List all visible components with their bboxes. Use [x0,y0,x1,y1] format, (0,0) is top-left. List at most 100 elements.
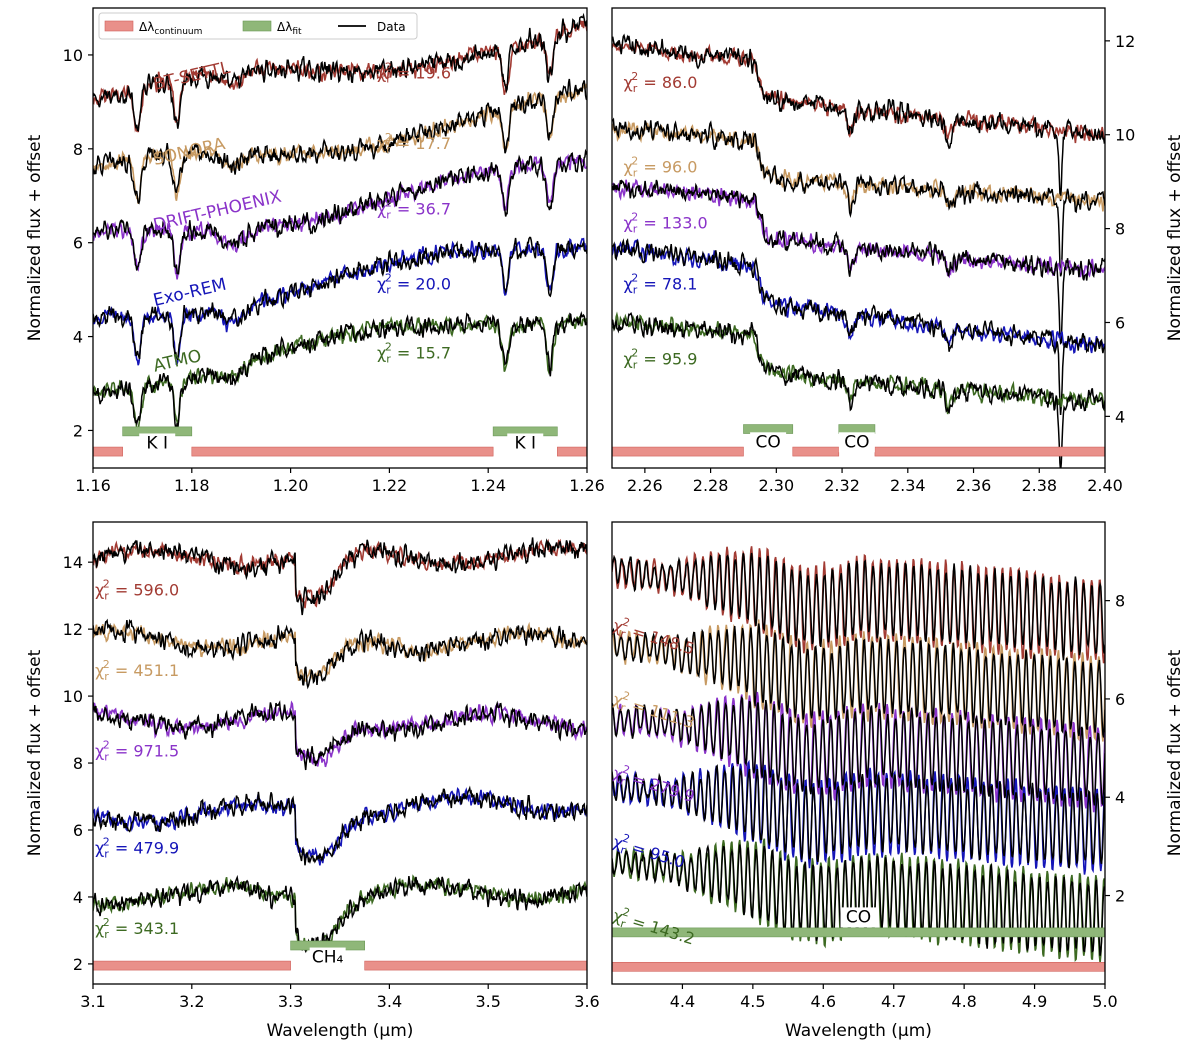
feature-label: CH₄ [312,948,344,968]
feature-label: K I [146,433,168,453]
x-tick-label: 3.2 [179,992,204,1011]
series-line-sonora-data [93,618,587,690]
feature-label: CO [846,907,871,927]
y-tick-label: 4 [1115,788,1125,807]
x-axis-label: Wavelength (µm) [785,1021,932,1041]
feature-label: CO [844,432,869,452]
chi2-label-drift-phoenix: χr2 = 133.0 [624,211,708,236]
chi2-label-exo-rem: χr2 = 20.0 [377,272,451,297]
y-tick-label: 12 [1115,32,1135,51]
model-label-sonora: SONORA [151,134,227,170]
x-tick-label: 2.34 [890,476,926,495]
x-tick-label: 3.4 [377,992,402,1011]
panel-bottom-left: CH₄ χr2 = 596.0 χr2 = 451.1 χr2 = 971.5 χr2 … [25,521,600,1041]
feature-label-bg [750,432,787,453]
y-tick-label: 4 [73,888,83,907]
y-axis-label: Normalized flux + offset [1165,649,1185,856]
fit-range-bar [612,927,1105,938]
x-tick-label: 4.5 [740,992,765,1011]
y-axis-label: Normalized flux + offset [25,134,45,341]
x-axis-label: Wavelength (µm) [267,1021,414,1041]
plot-area [612,546,1105,972]
x-tick-label: 4.4 [670,992,695,1011]
chi2-label-bt-settl: χr2 = 86.0 [624,70,698,95]
x-tick-label: 2.28 [693,476,729,495]
y-tick-label: 8 [1115,592,1125,611]
continuum-range-bar [93,960,291,971]
y-tick-label: 2 [73,421,83,440]
chi2-label-atmo: χr2 = 143.2 [610,903,698,952]
y-tick-label: 12 [63,620,83,639]
y-tick-label: 6 [73,234,83,253]
y-tick-label: 6 [1115,690,1125,709]
x-tick-label: 2.26 [627,476,663,495]
x-tick-label: 1.24 [470,476,506,495]
axes-frame [611,7,1106,469]
panel-top-right: CO CO χr2 = 86.0 χr2 = 96.0 χr2 = 133.0 χr2 =… [611,7,1185,495]
continuum-range-bar [874,446,1105,457]
series-line-exo-rem-data [612,764,1105,869]
series-line-exo-rem-model [612,238,1105,355]
x-tick-label: 4.6 [811,992,836,1011]
plot-area [93,12,587,457]
chi2-label-sonora: χr2 = 17.7 [377,131,451,156]
y-axis-label: Normalized flux + offset [1165,134,1185,341]
chi2-label-exo-rem: χr2 = 78.1 [624,272,698,297]
x-tick-label: 3.3 [278,992,303,1011]
y-tick-label: 8 [73,140,83,159]
series-line-atmo-data [612,312,1105,468]
legend-swatch-continuum [104,20,134,32]
series-line-atmo-data [93,310,587,431]
series-line-drift-phoenix-data [612,695,1105,807]
axes-frame [92,521,588,985]
axes-frame [92,7,588,469]
x-tick-label: 2.40 [1087,476,1123,495]
feature-label-bg [838,432,875,453]
x-tick-label: 2.30 [759,476,795,495]
continuum-range-bar [612,446,744,457]
chi2-label-sonora: χr2 = 451.1 [95,658,179,683]
plot-area [612,33,1105,468]
x-tick-label: 1.26 [569,476,605,495]
series-line-sonora-data [612,117,1105,277]
series-line-sonora-data [612,623,1105,738]
chi2-label-bt-settl: χr2 = 596.0 [95,578,179,603]
feature-label-bg [507,433,544,454]
y-tick-label: 14 [63,553,83,572]
continuum-range-bar [792,446,840,457]
y-tick-label: 10 [63,687,83,706]
x-tick-label: 2.32 [824,476,860,495]
x-tick-label: 3.6 [574,992,599,1011]
chi2-label-atmo: χr2 = 343.1 [95,916,179,941]
chi2-label-drift-phoenix: χr2 = 971.5 [95,738,179,763]
series-line-bt-settl-data [612,33,1105,202]
x-tick-label: 4.8 [951,992,976,1011]
y-tick-label: 8 [1115,220,1125,239]
x-tick-label: 3.5 [475,992,500,1011]
model-label-exo-rem: Exo-REM [151,275,228,311]
legend-label-data: Data [377,20,406,34]
chi2-label-drift-phoenix: χr2 = 36.7 [377,197,451,222]
feature-label-bg [840,907,877,928]
feature-label-bg [139,433,176,454]
y-tick-label: 4 [1115,407,1125,426]
series-line-atmo-model [93,874,587,952]
y-tick-label: 6 [73,821,83,840]
feature-label: CO [755,432,780,452]
x-tick-label: 1.16 [75,476,111,495]
series-line-bt-settl-model [93,538,587,609]
x-tick-label: 2.38 [1021,476,1057,495]
panel-top-left: K I K I χr2 = 19.6 BT-SETTL χr2 = 17.7 SONORA… [25,7,605,495]
model-label-atmo: ATMO [151,346,203,376]
x-tick-label: 1.18 [174,476,210,495]
x-tick-label: 4.7 [881,992,906,1011]
x-tick-label: 4.9 [1022,992,1047,1011]
series-line-drift-phoenix-data [612,179,1105,345]
series-line-drift-phoenix-data [93,148,587,275]
y-tick-label: 2 [1115,887,1125,906]
x-tick-label: 2.36 [956,476,992,495]
series-line-drift-phoenix-data [93,700,587,771]
axes-frame [611,521,1106,985]
y-tick-label: 8 [73,754,83,773]
